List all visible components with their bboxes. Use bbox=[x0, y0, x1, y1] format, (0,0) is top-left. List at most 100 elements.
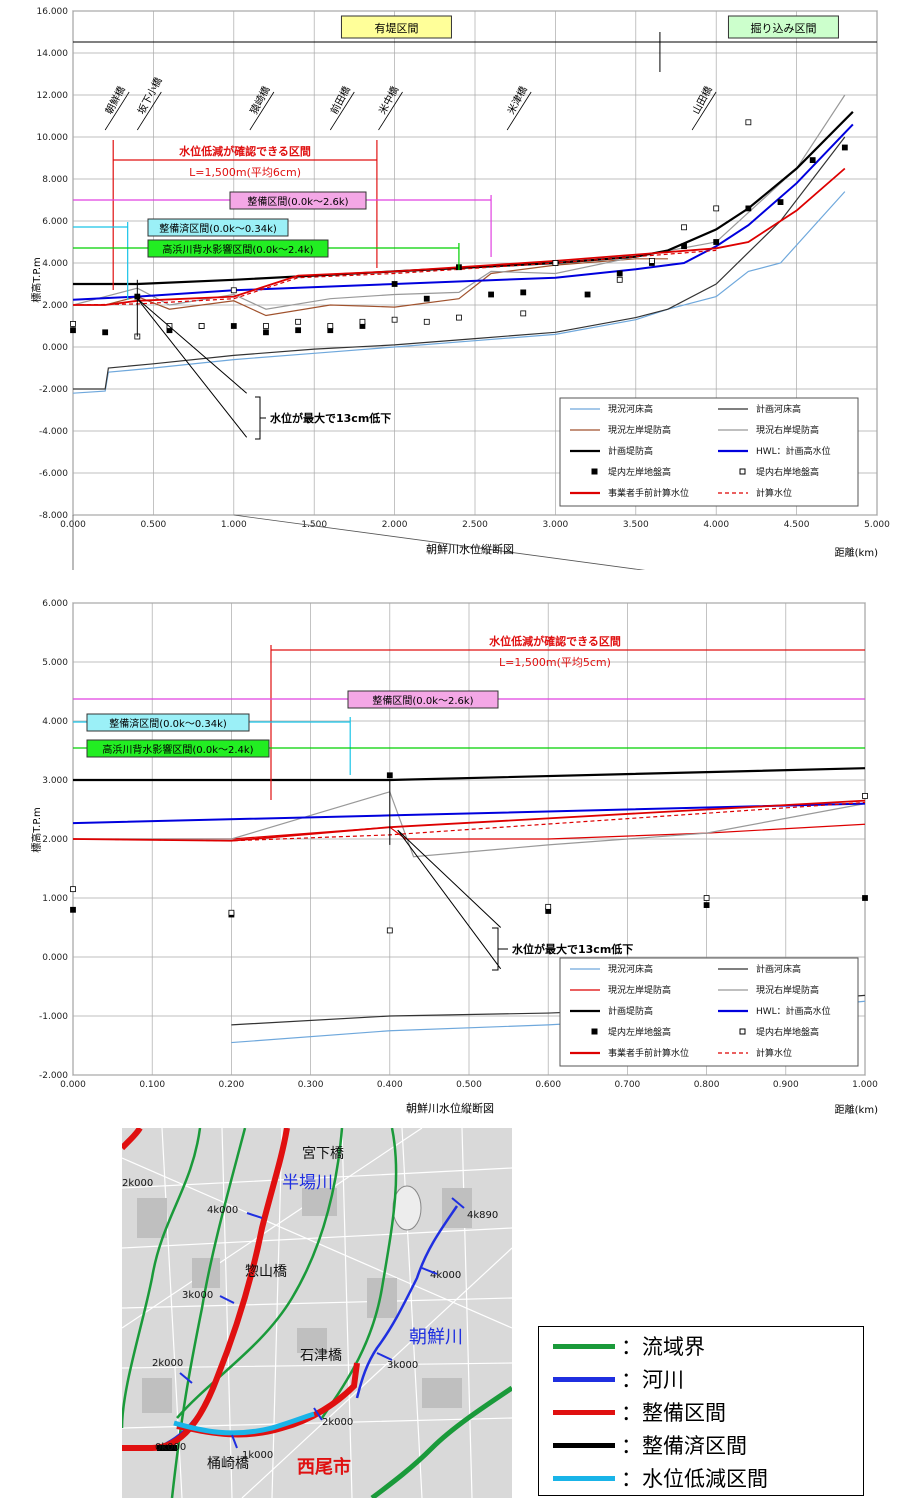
legend-label: 計画河床高 bbox=[756, 963, 801, 975]
ground-point bbox=[263, 323, 269, 329]
ground-point bbox=[102, 329, 109, 336]
label-miyashita: 宮下橋 bbox=[302, 1146, 344, 1162]
x-tick-label: 5.000 bbox=[864, 520, 890, 530]
ground-point bbox=[70, 886, 76, 893]
x-unit-label: 距離(km) bbox=[835, 546, 878, 559]
river-map: 宮下橋 半場川 惣山橋 石津橋 朝鮮川 桶崎橋 西尾市 4k000 3k000 … bbox=[122, 1128, 512, 1498]
ground-point bbox=[359, 318, 366, 325]
series-line bbox=[73, 791, 866, 858]
ground-markers bbox=[70, 772, 868, 934]
y-tick-label: 5.000 bbox=[42, 658, 68, 668]
ground-point bbox=[745, 205, 752, 212]
km-label: 4k890 bbox=[467, 1210, 498, 1221]
x-tick-label: 4.000 bbox=[703, 520, 729, 530]
x-tick-label: 3.000 bbox=[543, 520, 569, 530]
legend-frame bbox=[559, 957, 859, 1067]
legend-frame bbox=[559, 397, 859, 507]
legend-label: 堤内左岸地盤高 bbox=[608, 466, 671, 478]
x-axis-title: 朝鮮川水位縦断図 bbox=[426, 542, 514, 556]
legend-label: 現況河床高 bbox=[608, 403, 653, 415]
y-tick-label: -6.000 bbox=[39, 469, 68, 479]
y-tick-label: 3.000 bbox=[42, 776, 68, 786]
map-legend: ：流域界 ：河川 ：整備区間 ：整備済区間 ：水位低減区間 bbox=[538, 1326, 864, 1496]
completed-box bbox=[147, 218, 289, 237]
ground-point bbox=[456, 314, 462, 321]
series-line bbox=[72, 801, 866, 842]
y-tick-label: 12.000 bbox=[37, 91, 69, 101]
drop-leader bbox=[136, 298, 248, 438]
ground-point bbox=[295, 318, 302, 325]
legend-label: 現況左岸堤防高 bbox=[608, 984, 671, 996]
ground-point bbox=[841, 144, 848, 151]
legend-label: 堤内右岸地盤高 bbox=[756, 1026, 819, 1038]
legend-label: 現況左岸堤防高 bbox=[608, 424, 671, 436]
y-tick-labels: -2.000 -1.000 0.000 1.000 2.000 3.000 4.000 5.0… bbox=[39, 599, 68, 1081]
legend-label: 計画堤防高 bbox=[608, 445, 653, 457]
legend-item-reduction: ：水位低減区間 bbox=[553, 1463, 768, 1493]
x-tick-label: 3.500 bbox=[623, 520, 649, 530]
x-axis-title: 朝鮮川水位縦断図 bbox=[406, 1101, 494, 1115]
legend-label: 現況右岸堤防高 bbox=[756, 424, 819, 436]
ground-point bbox=[423, 318, 430, 325]
ground-point bbox=[391, 316, 398, 323]
legend-label: 現況河床高 bbox=[608, 963, 653, 975]
ground-point bbox=[545, 903, 552, 910]
ground-point bbox=[391, 281, 398, 287]
y-tick-label: -1.000 bbox=[39, 1012, 68, 1022]
legend-label: ：流域界 bbox=[621, 1335, 705, 1359]
legend-item-completed: ：整備済区間 bbox=[553, 1430, 747, 1460]
water-level-profile-chart: -8.000 -6.000 -4.000 -2.000 0.000 2.000 4.000 6… bbox=[30, 7, 890, 570]
watershed-swatch bbox=[553, 1343, 615, 1349]
x-unit-label: 距離(km) bbox=[835, 1103, 878, 1116]
reduction-title: 水位低減が確認できる区間 bbox=[489, 634, 621, 648]
ground-point bbox=[862, 793, 868, 799]
x-tick-labels: 0.000 0.100 0.200 0.300 0.400 0.500 0.600 0.700… bbox=[60, 1080, 878, 1090]
ground-point bbox=[70, 327, 76, 334]
legend-marker bbox=[739, 1028, 746, 1035]
legend-marker bbox=[591, 468, 598, 475]
completed-label: 整備済区間(0.0k～0.34k) bbox=[159, 222, 277, 235]
y-tick-label: -8.000 bbox=[39, 511, 68, 521]
x-tick-label: 0.500 bbox=[141, 520, 167, 530]
y-tick-label: 16.000 bbox=[37, 7, 69, 17]
ground-point bbox=[488, 291, 494, 298]
y-tick-label: 8.000 bbox=[42, 175, 68, 185]
y-tick-label: 6.000 bbox=[42, 217, 68, 227]
drop-brace bbox=[255, 396, 266, 440]
legend-marker bbox=[739, 468, 746, 475]
maintenance-swatch bbox=[553, 1409, 615, 1415]
legend-label: 計算水位 bbox=[756, 1047, 792, 1059]
ground-point bbox=[520, 289, 527, 296]
y-tick-label: 4.000 bbox=[42, 717, 68, 727]
ground-point bbox=[809, 157, 816, 164]
y-tick-label: 2.000 bbox=[42, 835, 68, 845]
ground-point bbox=[648, 257, 655, 264]
x-tick-label: 0.700 bbox=[615, 1080, 641, 1090]
ground-point bbox=[70, 320, 76, 327]
y-tick-label: -2.000 bbox=[39, 1071, 68, 1081]
series-line bbox=[73, 136, 846, 390]
legend-label: 計画河床高 bbox=[756, 403, 801, 415]
drop-brace bbox=[492, 927, 508, 971]
x-tick-label: 4.500 bbox=[784, 520, 810, 530]
bridge-leader bbox=[691, 91, 717, 131]
ground-point bbox=[198, 323, 205, 329]
ground-point bbox=[681, 243, 687, 250]
km-label: 2k000 bbox=[322, 1417, 353, 1428]
x-tick-label: 2.500 bbox=[462, 520, 488, 530]
maintenance-section-left bbox=[122, 1128, 143, 1151]
maintenance-box bbox=[229, 191, 367, 210]
x-tick-labels: 0.000 0.500 1.000 1.500 2.000 2.500 3.000 3.500… bbox=[60, 520, 890, 530]
series-line bbox=[72, 123, 854, 301]
bridge-leader bbox=[329, 91, 355, 131]
legend-marker bbox=[591, 1028, 598, 1035]
ground-point bbox=[703, 895, 710, 901]
legend-label: 堤内左岸地盤高 bbox=[608, 1026, 671, 1038]
y-tick-label: -4.000 bbox=[39, 427, 68, 437]
bridge-leader bbox=[506, 91, 532, 131]
x-tick-label: 1.000 bbox=[221, 520, 247, 530]
ground-point bbox=[616, 270, 623, 277]
x-tick-label: 0.400 bbox=[377, 1080, 403, 1090]
